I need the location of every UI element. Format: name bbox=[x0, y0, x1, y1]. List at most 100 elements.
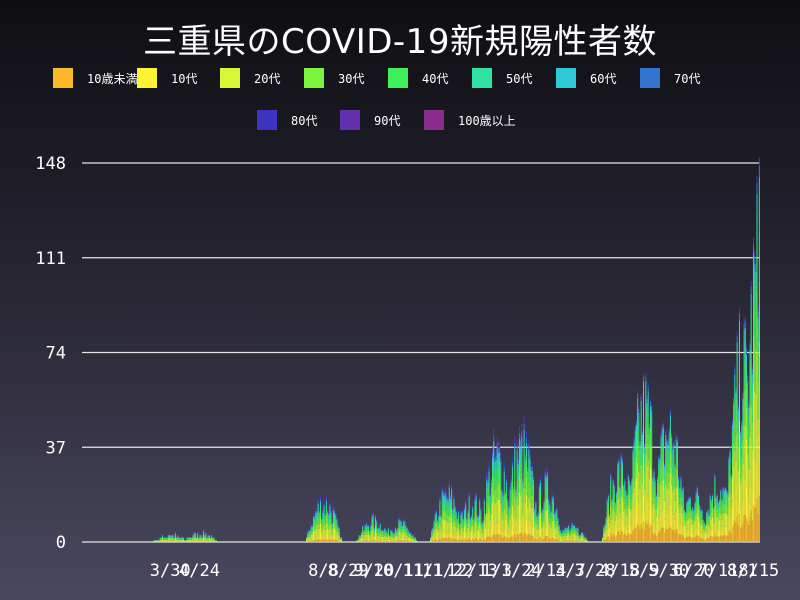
bar-segment bbox=[389, 540, 391, 542]
bar-segment bbox=[495, 535, 497, 542]
bar-segment bbox=[627, 522, 629, 534]
bar-segment bbox=[552, 520, 554, 533]
bar-segment bbox=[562, 539, 564, 541]
bar-segment bbox=[518, 458, 520, 475]
bar-segment bbox=[461, 528, 463, 536]
bar-segment bbox=[480, 512, 482, 517]
bar-segment bbox=[666, 512, 668, 530]
bar-segment bbox=[657, 496, 659, 508]
bar-segment bbox=[630, 525, 632, 535]
bar-segment bbox=[392, 534, 394, 537]
bar-segment bbox=[178, 540, 180, 542]
bar-segment bbox=[654, 478, 656, 480]
bar-segment bbox=[547, 471, 549, 476]
bar-segment bbox=[748, 401, 750, 404]
bar-segment bbox=[510, 482, 512, 488]
bar-segment bbox=[610, 476, 612, 480]
bar-segment bbox=[694, 520, 696, 531]
bar-segment bbox=[645, 427, 647, 455]
bar-segment bbox=[721, 500, 723, 503]
bar-segment bbox=[452, 506, 454, 509]
bar-segment bbox=[758, 434, 760, 496]
bar-segment bbox=[724, 491, 726, 497]
bar-segment bbox=[683, 508, 685, 510]
bar-segment bbox=[412, 537, 414, 539]
bar-segment bbox=[640, 408, 642, 422]
bar-segment bbox=[575, 532, 577, 536]
bar-segment bbox=[202, 530, 205, 532]
bar-segment bbox=[541, 527, 543, 536]
bar-segment bbox=[177, 535, 179, 537]
bar-segment bbox=[536, 518, 538, 522]
bar-segment bbox=[557, 536, 559, 540]
bar-segment bbox=[390, 530, 392, 532]
bar-segment bbox=[176, 540, 178, 542]
bar-segment bbox=[527, 495, 529, 508]
bar-segment bbox=[407, 536, 409, 540]
bar-segment bbox=[466, 516, 468, 518]
bar-segment bbox=[314, 540, 316, 542]
bar-segment bbox=[621, 484, 623, 499]
bar-segment bbox=[439, 515, 441, 523]
bar-segment bbox=[385, 536, 387, 540]
bar-segment bbox=[385, 529, 387, 531]
bar-segment bbox=[644, 490, 646, 515]
bar-segment bbox=[639, 529, 641, 542]
bar-segment bbox=[433, 525, 435, 529]
bar-segment bbox=[648, 427, 650, 434]
bar-segment bbox=[646, 423, 648, 443]
bar-segment bbox=[738, 310, 740, 314]
bar-segment bbox=[635, 419, 638, 422]
bar-segment bbox=[323, 513, 325, 520]
bar-segment bbox=[401, 527, 403, 530]
bar-segment bbox=[621, 473, 623, 485]
bar-segment bbox=[477, 530, 480, 537]
bar-segment bbox=[480, 521, 482, 527]
bar-segment bbox=[551, 513, 553, 521]
bar-segment bbox=[611, 499, 613, 501]
bar-segment bbox=[171, 540, 173, 542]
bar-segment bbox=[733, 398, 735, 404]
bar-segment bbox=[480, 516, 482, 522]
bar-segment bbox=[309, 541, 311, 542]
bar-segment bbox=[487, 475, 489, 477]
bar-segment bbox=[604, 539, 606, 542]
bar-segment bbox=[433, 520, 435, 522]
bar-segment bbox=[752, 252, 755, 268]
bar-segment bbox=[736, 371, 738, 400]
bar-segment bbox=[604, 524, 606, 525]
bar-segment bbox=[334, 509, 336, 511]
bar-segment bbox=[573, 525, 575, 528]
bar-segment bbox=[310, 534, 312, 539]
x-tick-label: 8/29 bbox=[328, 561, 369, 581]
bar-segment bbox=[321, 531, 323, 538]
bar-segment bbox=[500, 489, 502, 504]
bar-segment bbox=[517, 464, 519, 471]
bar-segment bbox=[602, 537, 604, 539]
bar-segment bbox=[504, 537, 506, 542]
bar-segment bbox=[584, 540, 586, 542]
bar-segment bbox=[376, 525, 378, 529]
bar-segment bbox=[187, 538, 189, 540]
bar-segment bbox=[441, 537, 443, 542]
bar-segment bbox=[371, 536, 373, 541]
bar-segment bbox=[162, 539, 164, 541]
bar-segment bbox=[370, 529, 372, 532]
bar-segment bbox=[377, 527, 379, 528]
bar-segment bbox=[166, 538, 168, 540]
bar-segment bbox=[465, 506, 467, 511]
bar-segment bbox=[552, 496, 554, 499]
bar-segment bbox=[650, 425, 652, 445]
bar-segment bbox=[364, 524, 366, 526]
bar-segment bbox=[633, 442, 635, 448]
bar-segment bbox=[634, 426, 636, 431]
bar-segment bbox=[532, 528, 535, 537]
bar-segment bbox=[716, 498, 718, 503]
bar-segment bbox=[507, 538, 509, 542]
bar-segment bbox=[188, 541, 190, 542]
bar-segment bbox=[434, 520, 436, 525]
bar-segment bbox=[514, 437, 516, 440]
bar-segment bbox=[756, 351, 758, 440]
bar-segment bbox=[525, 434, 528, 439]
bar-segment bbox=[552, 506, 554, 514]
